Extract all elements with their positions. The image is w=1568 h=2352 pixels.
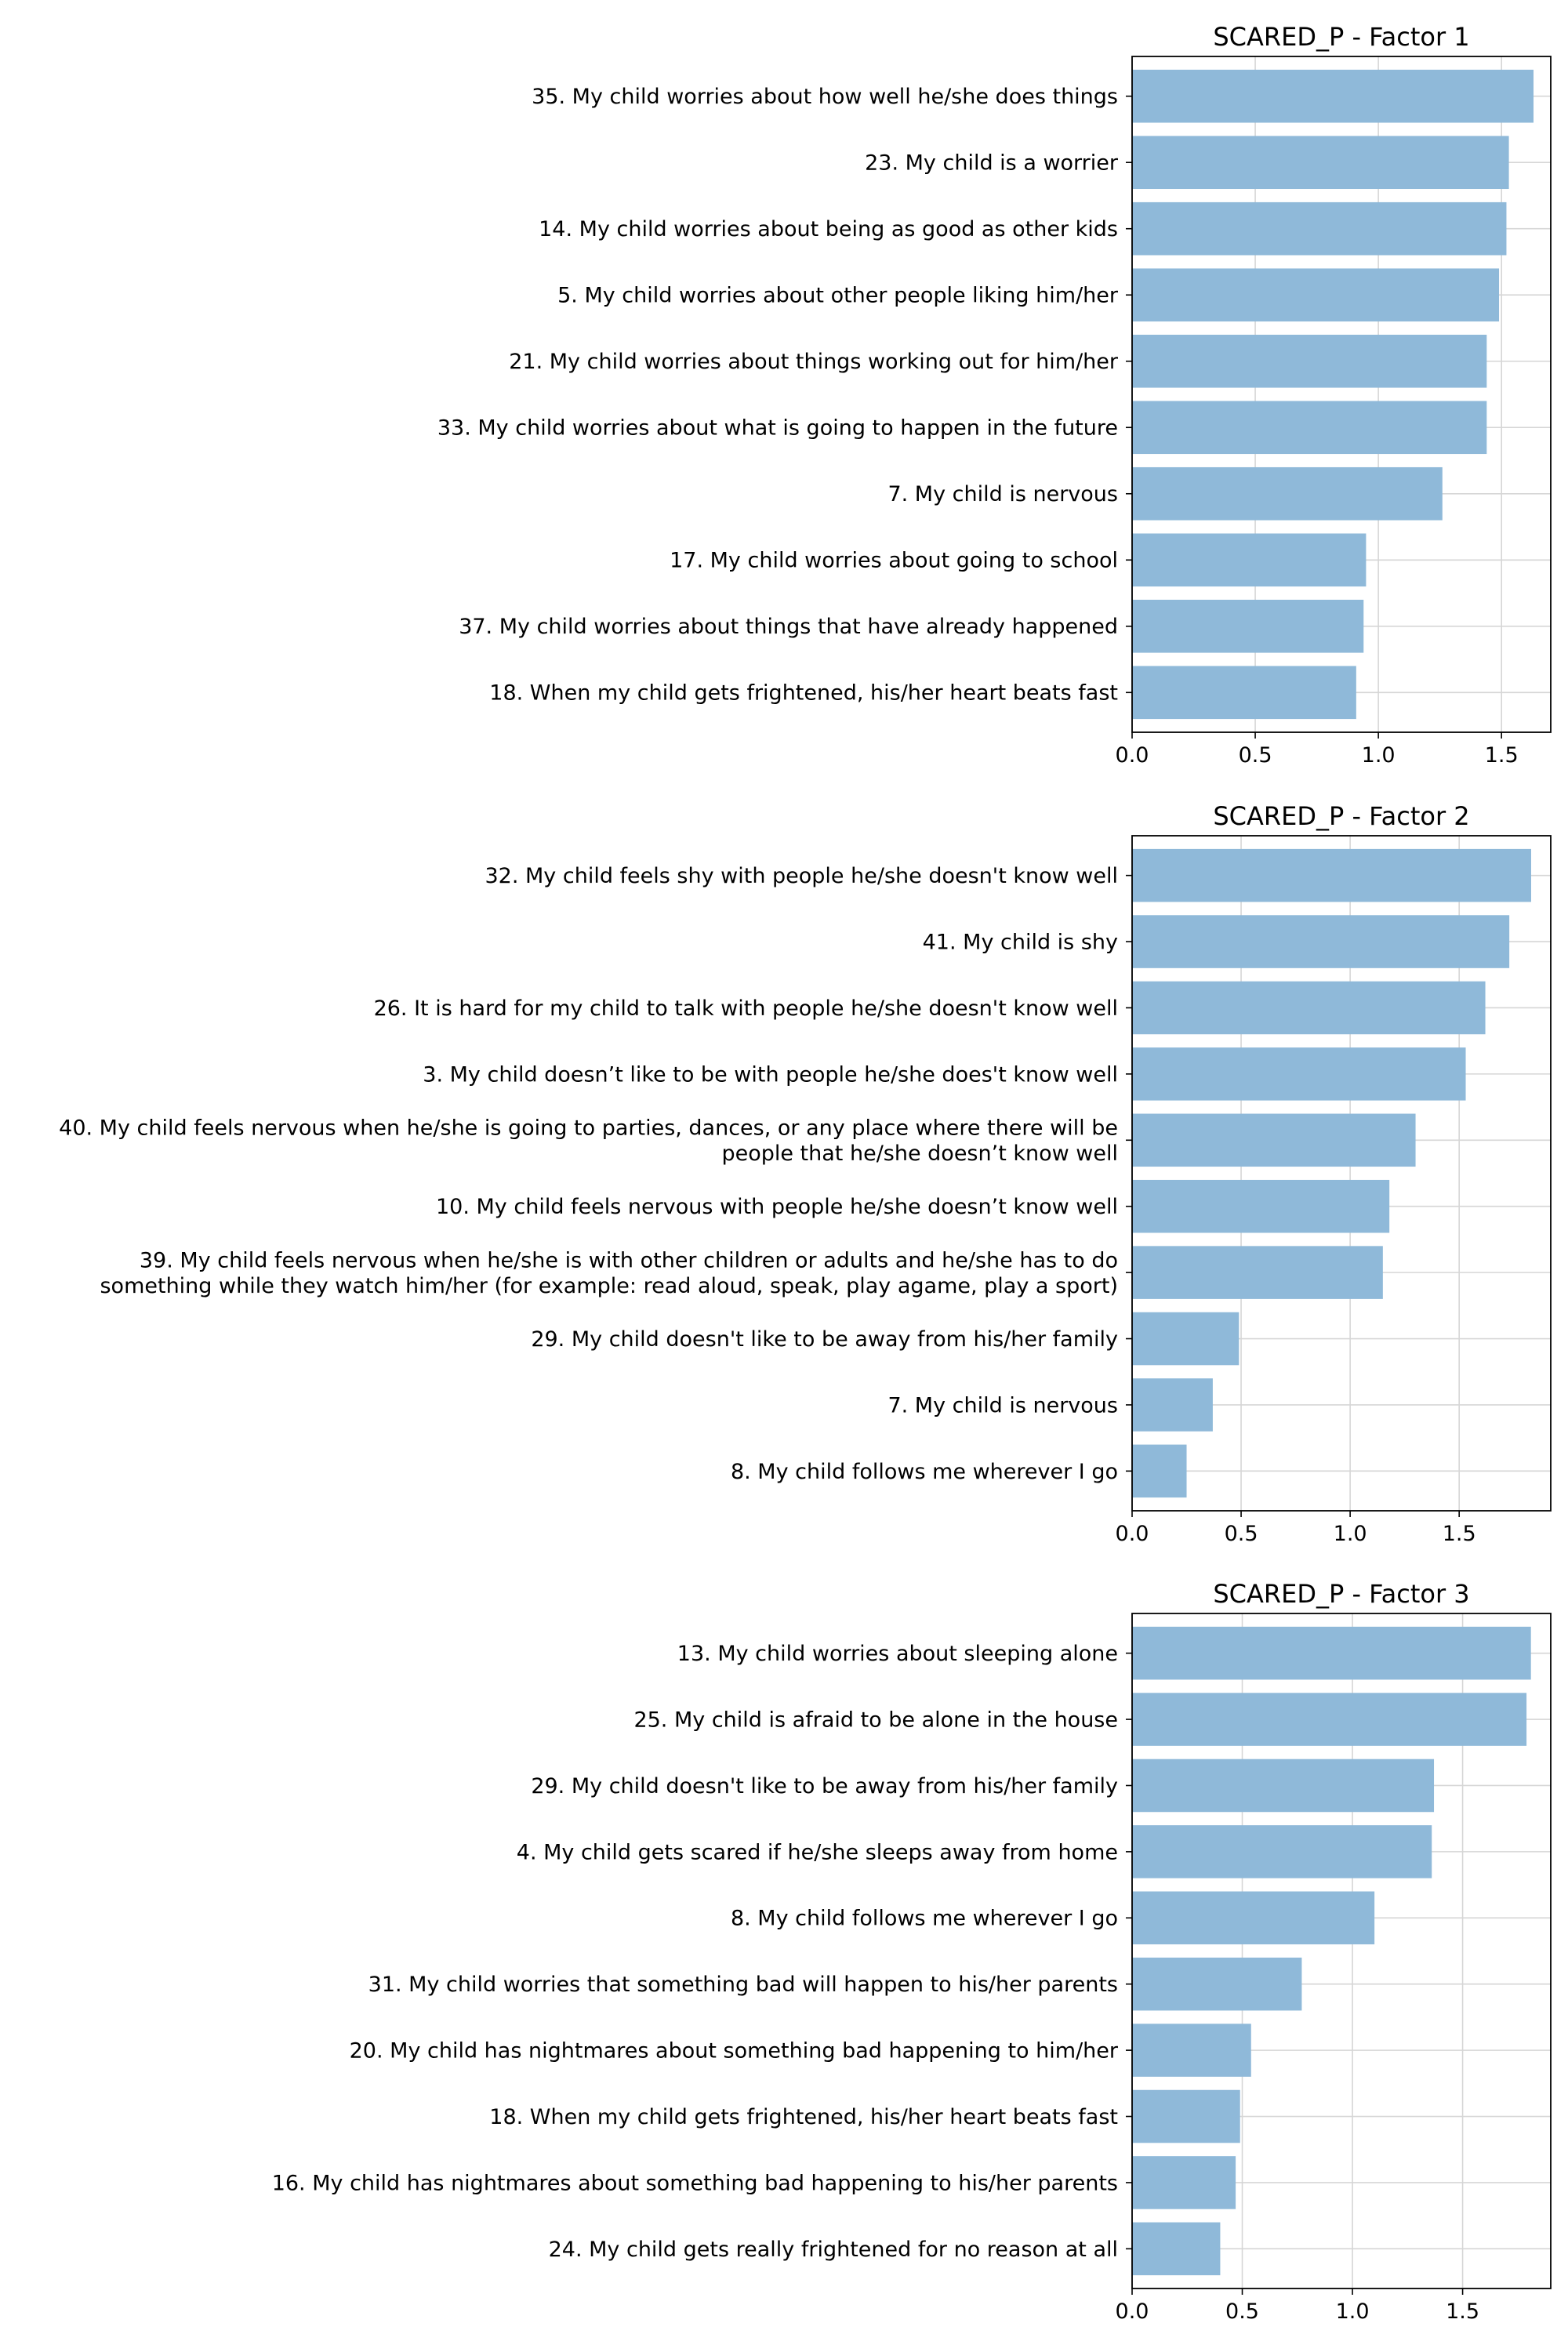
category-label: 18. When my child gets frightened, his/h… (489, 681, 1118, 706)
x-tick-label: 0.0 (1116, 2299, 1149, 2324)
x-tick-label: 1.0 (1334, 1522, 1367, 1546)
category-label: 29. My child doesn't like to be away fro… (531, 1327, 1118, 1352)
category-label: 4. My child gets scared if he/she sleeps… (517, 1840, 1118, 1864)
category-label: 7. My child is nervous (887, 482, 1118, 506)
category-label: 17. My child worries about going to scho… (670, 549, 1118, 573)
chart-title: SCARED_P - Factor 3 (1213, 1579, 1469, 1609)
bar (1132, 401, 1487, 455)
category-label: 23. My child is a worrier (865, 151, 1119, 176)
x-tick-label: 1.5 (1485, 743, 1519, 768)
bar (1132, 666, 1356, 720)
category-label: 20. My child has nightmares about someth… (350, 2039, 1119, 2063)
bar (1132, 1246, 1383, 1299)
bar (1132, 201, 1507, 256)
x-tick-label: 0.0 (1116, 743, 1149, 768)
category-label: 40. My child feels nervous when he/she i… (59, 1116, 1118, 1166)
category-label: 3. My child doesn’t like to be with peop… (423, 1062, 1118, 1087)
category-label: 32. My child feels shy with people he/sh… (485, 864, 1118, 888)
bar (1132, 1957, 1302, 2011)
bar (1132, 1825, 1432, 1878)
x-tick-label: 1.0 (1336, 2299, 1370, 2324)
category-label: 33. My child worries about what is going… (437, 416, 1118, 441)
bar (1132, 533, 1367, 587)
category-label: 39. My child feels nervous when he/she i… (100, 1248, 1118, 1298)
bar (1132, 1179, 1390, 1233)
category-label: 8. My child follows me wherever I go (731, 1907, 1118, 1931)
category-label: 24. My child gets really frightened for … (549, 2238, 1118, 2262)
x-tick-label: 1.0 (1362, 743, 1396, 768)
bar (1132, 1047, 1466, 1101)
chart-2: 32. My child feels shy with people he/sh… (59, 801, 1552, 1546)
bar (1132, 1626, 1531, 1680)
plot-frame (1131, 835, 1552, 1512)
bar (1132, 69, 1534, 123)
category-label: 31. My child worries that something bad … (368, 1973, 1118, 1997)
category-label: 41. My child is shy (923, 931, 1118, 955)
category-label: 8. My child follows me wherever I go (731, 1460, 1118, 1484)
x-tick-label: 1.5 (1443, 1522, 1476, 1546)
bar (1132, 981, 1486, 1035)
bar (1132, 2089, 1240, 2143)
bar (1132, 136, 1509, 190)
category-label: 25. My child is afraid to be alone in th… (633, 1708, 1118, 1733)
x-tick-label: 0.5 (1225, 2299, 1259, 2324)
bar (1132, 1113, 1416, 1167)
category-label: 26. It is hard for my child to talk with… (374, 996, 1118, 1021)
bar (1132, 599, 1364, 653)
x-tick-label: 1.5 (1446, 2299, 1479, 2324)
plot-frame (1131, 1613, 1552, 2289)
category-label: 37. My child worries about things that h… (459, 615, 1118, 639)
bar (1132, 1693, 1527, 1746)
category-label: 16. My child has nightmares about someth… (272, 2171, 1118, 2195)
bar (1132, 1378, 1213, 1432)
chart-1: 35. My child worries about how well he/s… (437, 22, 1552, 768)
bar (1132, 1891, 1375, 1945)
category-label: 10. My child feels nervous with people h… (436, 1195, 1118, 1219)
bar (1132, 1444, 1187, 1498)
category-label: 35. My child worries about how well he/s… (532, 85, 1118, 109)
chart-3: 13. My child worries about sleeping alon… (272, 1579, 1552, 2324)
category-label: 21. My child worries about things workin… (509, 350, 1119, 374)
category-label: 18. When my child gets frightened, his/h… (489, 2105, 1118, 2129)
category-label: 7. My child is nervous (887, 1393, 1118, 1417)
bar (1132, 1312, 1240, 1366)
bar (1132, 334, 1487, 388)
category-label: 14. My child worries about being as good… (539, 217, 1118, 241)
category-label: 13. My child worries about sleeping alon… (677, 1642, 1118, 1666)
bar (1132, 2222, 1221, 2276)
bar (1132, 268, 1500, 322)
bar (1132, 848, 1531, 902)
category-label: 29. My child doesn't like to be away fro… (531, 1774, 1118, 1798)
x-tick-label: 0.0 (1116, 1522, 1149, 1546)
x-tick-label: 0.5 (1239, 743, 1272, 768)
bar (1132, 2156, 1236, 2209)
category-label: 5. My child worries about other people l… (557, 284, 1119, 308)
bar (1132, 2024, 1251, 2077)
bar (1132, 915, 1510, 968)
x-tick-label: 0.5 (1225, 1522, 1258, 1546)
bar (1132, 1759, 1435, 1813)
chart-title: SCARED_P - Factor 2 (1213, 801, 1469, 831)
bar (1132, 466, 1443, 521)
plot-frame (1131, 56, 1552, 733)
chart-title: SCARED_P - Factor 1 (1213, 22, 1469, 52)
